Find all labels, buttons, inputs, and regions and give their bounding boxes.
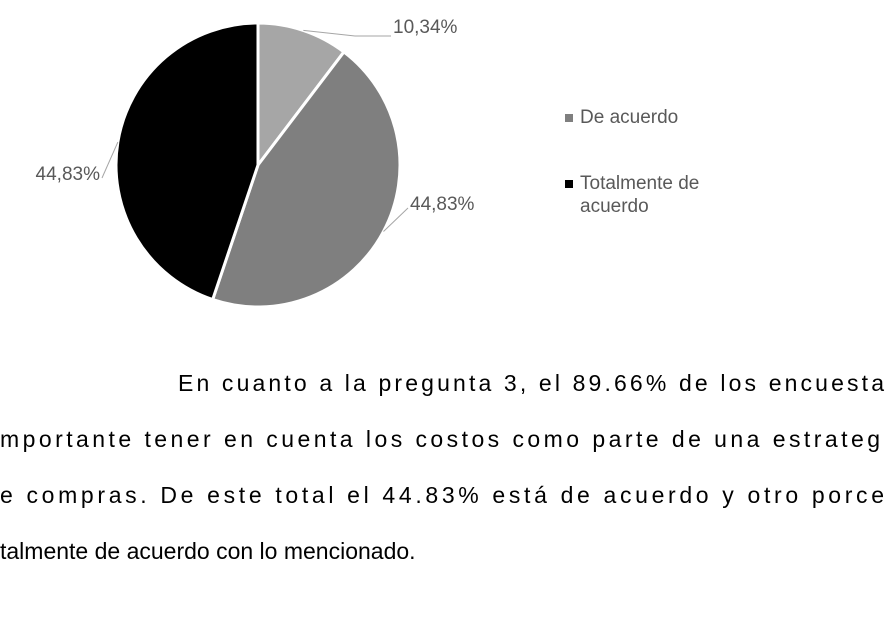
legend-label: Totalmente de acuerdo: [580, 173, 700, 217]
paragraph-line: e compras. De este total el 44.83% está …: [0, 482, 884, 508]
pie-slice: [256, 21, 347, 170]
paragraph-line: mportante tener en cuenta los costos com…: [0, 426, 880, 452]
legend-swatch: [565, 114, 573, 122]
legend-label: De acuerdo: [580, 107, 679, 128]
paragraph-line: talmente de acuerdo con lo mencionado.: [0, 538, 416, 564]
data-label: 10,34%: [393, 17, 458, 38]
leader-line: [383, 207, 409, 232]
data-label: 44,83%: [36, 164, 101, 185]
data-label: 44,83%: [410, 194, 475, 215]
pie-slice: [210, 49, 402, 309]
leader-line: [303, 29, 391, 37]
paragraph-line: En cuanto a la pregunta 3, el 89.66% de …: [178, 370, 884, 396]
legend-entry: De acuerdo: [565, 106, 735, 129]
leader-line: [101, 141, 119, 179]
legend-swatch: [565, 180, 573, 188]
legend-entry: Totalmente de acuerdo: [565, 172, 735, 218]
pie-slice: [114, 21, 260, 302]
